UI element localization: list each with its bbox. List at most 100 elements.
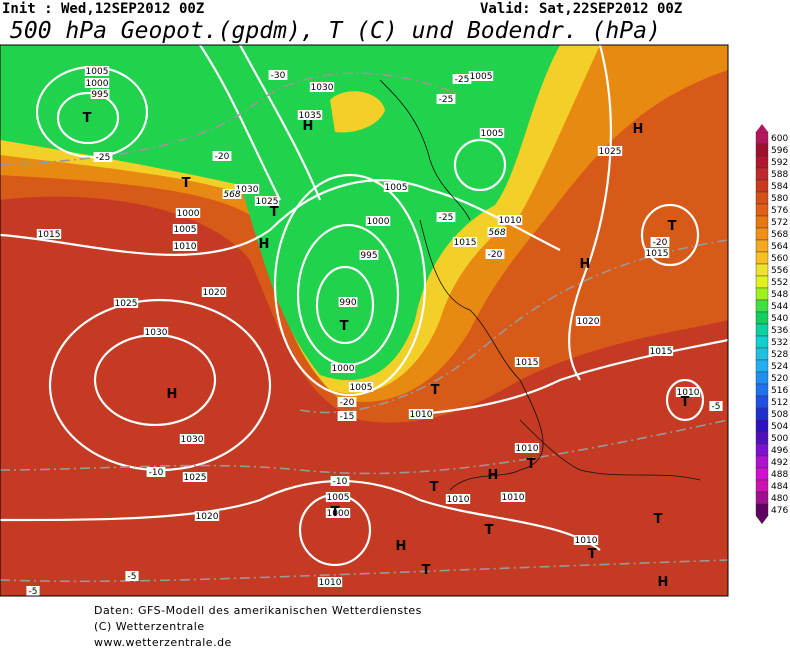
colorbar-swatch xyxy=(755,131,769,145)
footer-line: Daten: GFS-Modell des amerikanischen Wet… xyxy=(94,604,422,617)
colorbar-label: 568 xyxy=(771,230,788,240)
isobars xyxy=(0,45,728,567)
colorbar-label: 508 xyxy=(771,410,788,420)
label-box xyxy=(452,237,478,247)
colorbar-swatch xyxy=(755,191,769,205)
label-box xyxy=(575,316,601,326)
colorbar-label: 504 xyxy=(771,422,788,432)
isoline-label: -5 xyxy=(712,402,721,412)
colorbar-swatch xyxy=(755,155,769,169)
colorbar-swatch xyxy=(755,275,769,289)
colorbar-swatch xyxy=(755,143,769,157)
isoline-label: 1005 xyxy=(385,183,408,193)
label-box xyxy=(234,184,260,194)
colorbar-label: 596 xyxy=(771,146,788,156)
pressure-center: T xyxy=(430,480,439,495)
colorbar-label: 572 xyxy=(771,218,788,228)
pressure-center: H xyxy=(396,539,407,554)
isoline-label: 1010 xyxy=(575,536,598,546)
colorbar-label: 600 xyxy=(771,134,788,144)
colorbar-label: 480 xyxy=(771,494,788,504)
coastlines xyxy=(379,79,701,491)
isoline-label: 568 xyxy=(488,228,505,238)
isoline-label: 1030 xyxy=(145,328,168,338)
pressure-center: T xyxy=(331,505,340,520)
pressure-center: T xyxy=(527,457,536,472)
colorbar-label: 580 xyxy=(771,194,788,204)
isoline-label: -20 xyxy=(653,238,668,248)
colorbar-label: 532 xyxy=(771,338,788,348)
label-box xyxy=(26,586,40,596)
colorbar-swatch xyxy=(755,335,769,349)
pressure-center: H xyxy=(658,575,669,590)
colorbar-swatch xyxy=(755,203,769,217)
colorbar-swatch xyxy=(755,251,769,265)
colorbar-swatch xyxy=(755,503,769,517)
isoline-label: 1000 xyxy=(327,509,350,519)
colorbar-swatch xyxy=(755,467,769,481)
pressure-center: T xyxy=(485,523,494,538)
map-frame xyxy=(0,44,729,597)
colorbar-swatch xyxy=(755,431,769,445)
colorbar-swatch xyxy=(755,407,769,421)
label-box xyxy=(737,91,756,101)
label-box xyxy=(365,216,391,226)
footer-line: (C) Wetterzentrale xyxy=(94,620,205,633)
pressure-center: T xyxy=(182,176,191,191)
isoline-label: -25 xyxy=(439,95,454,105)
colorbar-swatch xyxy=(755,419,769,433)
label-box xyxy=(468,71,494,81)
label-box xyxy=(485,249,505,259)
isoline-label: 1015 xyxy=(38,230,61,240)
label-box xyxy=(597,146,623,156)
isoline-label: 1005 xyxy=(350,383,373,393)
pressure-center: T xyxy=(431,383,440,398)
label-box xyxy=(125,571,139,581)
colorbar-swatch xyxy=(755,383,769,397)
isoline-label: -15 xyxy=(739,92,754,102)
colorbar-swatch xyxy=(755,263,769,277)
colorbar-label: 548 xyxy=(771,290,788,300)
pressure-center: T xyxy=(83,111,92,126)
colorbar-swatch xyxy=(755,395,769,409)
label-box xyxy=(222,189,242,199)
colorbar-label: 476 xyxy=(771,506,788,516)
colorbar-swatch xyxy=(755,491,769,505)
label-box xyxy=(648,346,674,356)
isoline-label: 1020 xyxy=(196,512,219,522)
isoline-label: 1010 xyxy=(677,388,700,398)
label-box xyxy=(514,443,540,453)
colorbar-label: 592 xyxy=(771,158,788,168)
isoline-label: 995 xyxy=(360,251,377,261)
label-box xyxy=(675,387,701,397)
label-box xyxy=(309,82,335,92)
isoline-label: 1010 xyxy=(410,410,433,420)
isoline-label: 1010 xyxy=(174,242,197,252)
isoline-label: 1000 xyxy=(332,364,355,374)
isoline-label: -25 xyxy=(455,75,470,85)
isoline-label: 1010 xyxy=(447,495,470,505)
isoline-label: 1005 xyxy=(327,493,350,503)
valid-time: Valid: Sat,22SEP2012 00Z xyxy=(480,1,682,17)
label-box xyxy=(348,382,374,392)
isoline-label: 1005 xyxy=(481,129,504,139)
isoline-label: 995 xyxy=(91,90,108,100)
colorbar-label: 544 xyxy=(771,302,788,312)
label-box xyxy=(194,511,220,521)
colorbar-swatch xyxy=(755,167,769,181)
label-box xyxy=(90,89,110,99)
pressure-center: H xyxy=(259,237,270,252)
pressure-center: H xyxy=(303,119,314,134)
isoline-label: 1025 xyxy=(184,473,207,483)
colorbar-arrow xyxy=(756,124,768,132)
label-box xyxy=(212,151,232,161)
colorbar-label: 584 xyxy=(771,182,788,192)
label-box xyxy=(182,472,208,482)
label-box xyxy=(84,66,110,76)
temperature-isotherms xyxy=(0,72,728,583)
isoline-label: -5 xyxy=(29,587,38,597)
colorbar-swatch xyxy=(755,299,769,313)
label-box xyxy=(146,467,166,477)
colorbar-label: 484 xyxy=(771,482,788,492)
